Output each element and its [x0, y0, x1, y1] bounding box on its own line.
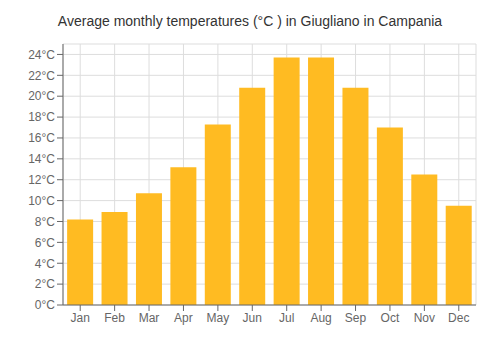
svg-text:Jun: Jun — [243, 311, 262, 325]
svg-text:0°C: 0°C — [35, 298, 55, 312]
svg-text:14°C: 14°C — [28, 152, 55, 166]
svg-text:6°C: 6°C — [35, 236, 55, 250]
svg-text:Jul: Jul — [279, 311, 294, 325]
svg-text:20°C: 20°C — [28, 89, 55, 103]
svg-text:10°C: 10°C — [28, 194, 55, 208]
html-text:Average monthly temperatures (: Average monthly temperatures (°C ) in Gi… — [57, 13, 443, 29]
svg-text:18°C: 18°C — [28, 110, 55, 124]
svg-text:4°C: 4°C — [35, 257, 55, 271]
svg-text:Feb: Feb — [104, 311, 125, 325]
svg-text:Sep: Sep — [345, 311, 367, 325]
svg-text:May: May — [207, 311, 230, 325]
svg-text:Oct: Oct — [381, 311, 400, 325]
svg-text:Dec: Dec — [448, 311, 469, 325]
svg-text:Apr: Apr — [174, 311, 193, 325]
svg-text:16°C: 16°C — [28, 131, 55, 145]
svg-text:Aug: Aug — [310, 311, 331, 325]
svg-text:22°C: 22°C — [28, 69, 55, 83]
svg-text:24°C: 24°C — [28, 48, 55, 62]
svg-text:Mar: Mar — [139, 311, 160, 325]
svg-text:Jan: Jan — [71, 311, 90, 325]
svg-text:Nov: Nov — [414, 311, 435, 325]
svg-text:2°C: 2°C — [35, 277, 55, 291]
svg-text:8°C: 8°C — [35, 215, 55, 229]
svg-text:12°C: 12°C — [28, 173, 55, 187]
